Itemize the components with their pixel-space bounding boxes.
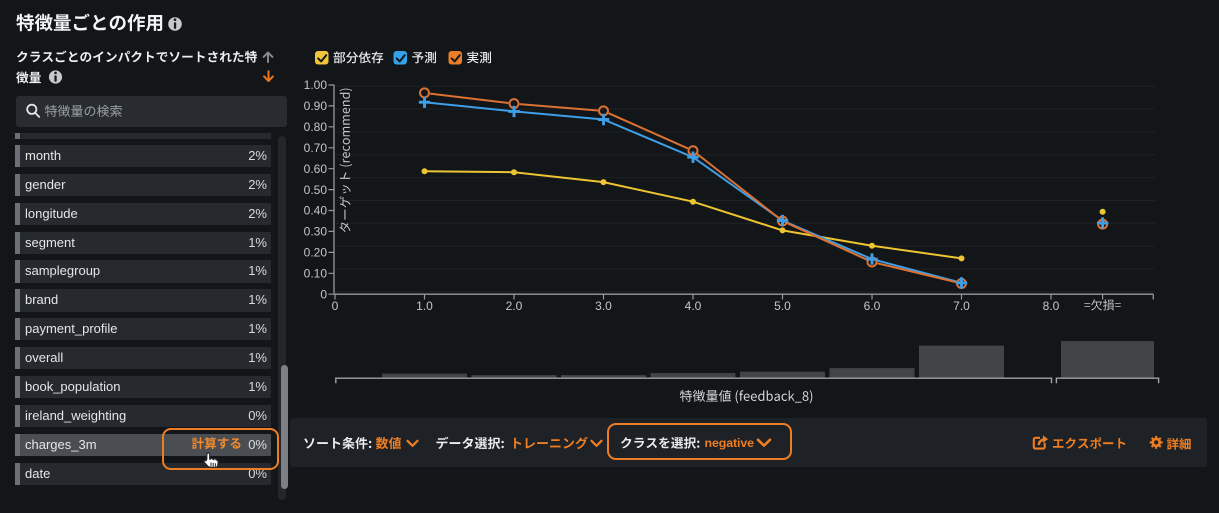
svg-text:0.90: 0.90 [304,99,328,113]
svg-text:7.0: 7.0 [953,299,970,313]
svg-text:0.60: 0.60 [304,162,328,176]
svg-text:0: 0 [332,299,339,313]
svg-text:0.80: 0.80 [304,120,328,134]
svg-text:0.50: 0.50 [304,183,328,197]
svg-text:4.0: 4.0 [685,299,702,313]
svg-text:1.0: 1.0 [416,299,433,313]
svg-text:3.0: 3.0 [595,299,612,313]
svg-text:0.30: 0.30 [304,225,328,239]
svg-text:0.70: 0.70 [304,141,328,155]
svg-text:0.40: 0.40 [304,204,328,218]
svg-text:5.0: 5.0 [774,299,791,313]
svg-text:6.0: 6.0 [864,299,881,313]
svg-text:1.00: 1.00 [304,78,328,92]
svg-text:0.10: 0.10 [304,267,328,281]
svg-text:8.0: 8.0 [1043,299,1060,313]
svg-text:2.0: 2.0 [506,299,523,313]
svg-text:negative: negative [705,436,755,450]
svg-text:0: 0 [320,287,327,301]
svg-text:0.20: 0.20 [304,246,328,260]
